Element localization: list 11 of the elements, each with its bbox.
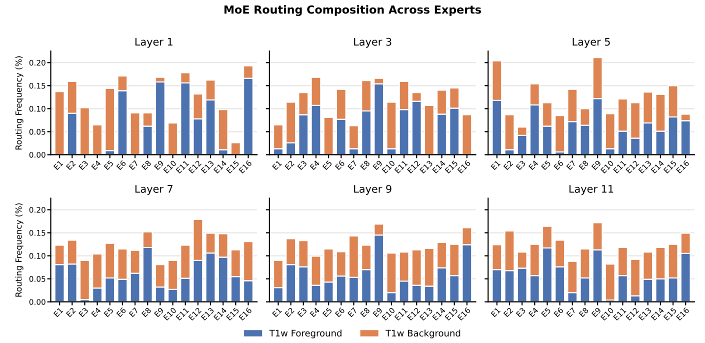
chart-title: Layer 1 bbox=[135, 38, 172, 48]
chart-title: Layer 9 bbox=[354, 184, 392, 195]
y-axis-title: Routing Frequency (%) bbox=[15, 203, 24, 297]
chart-title: Layer 3 bbox=[354, 38, 392, 48]
legend-label: T1w Foreground bbox=[269, 330, 342, 338]
legend-label: T1w Background bbox=[386, 330, 460, 338]
chart-title: Layer 11 bbox=[569, 185, 614, 195]
chart-title: Layer 7 bbox=[135, 185, 173, 195]
y-axis-title: Routing Frequency (%) bbox=[15, 56, 24, 150]
chart-title: Layer 5 bbox=[572, 38, 610, 48]
text: MoE Routing Composition Across Experts bbox=[224, 5, 481, 16]
